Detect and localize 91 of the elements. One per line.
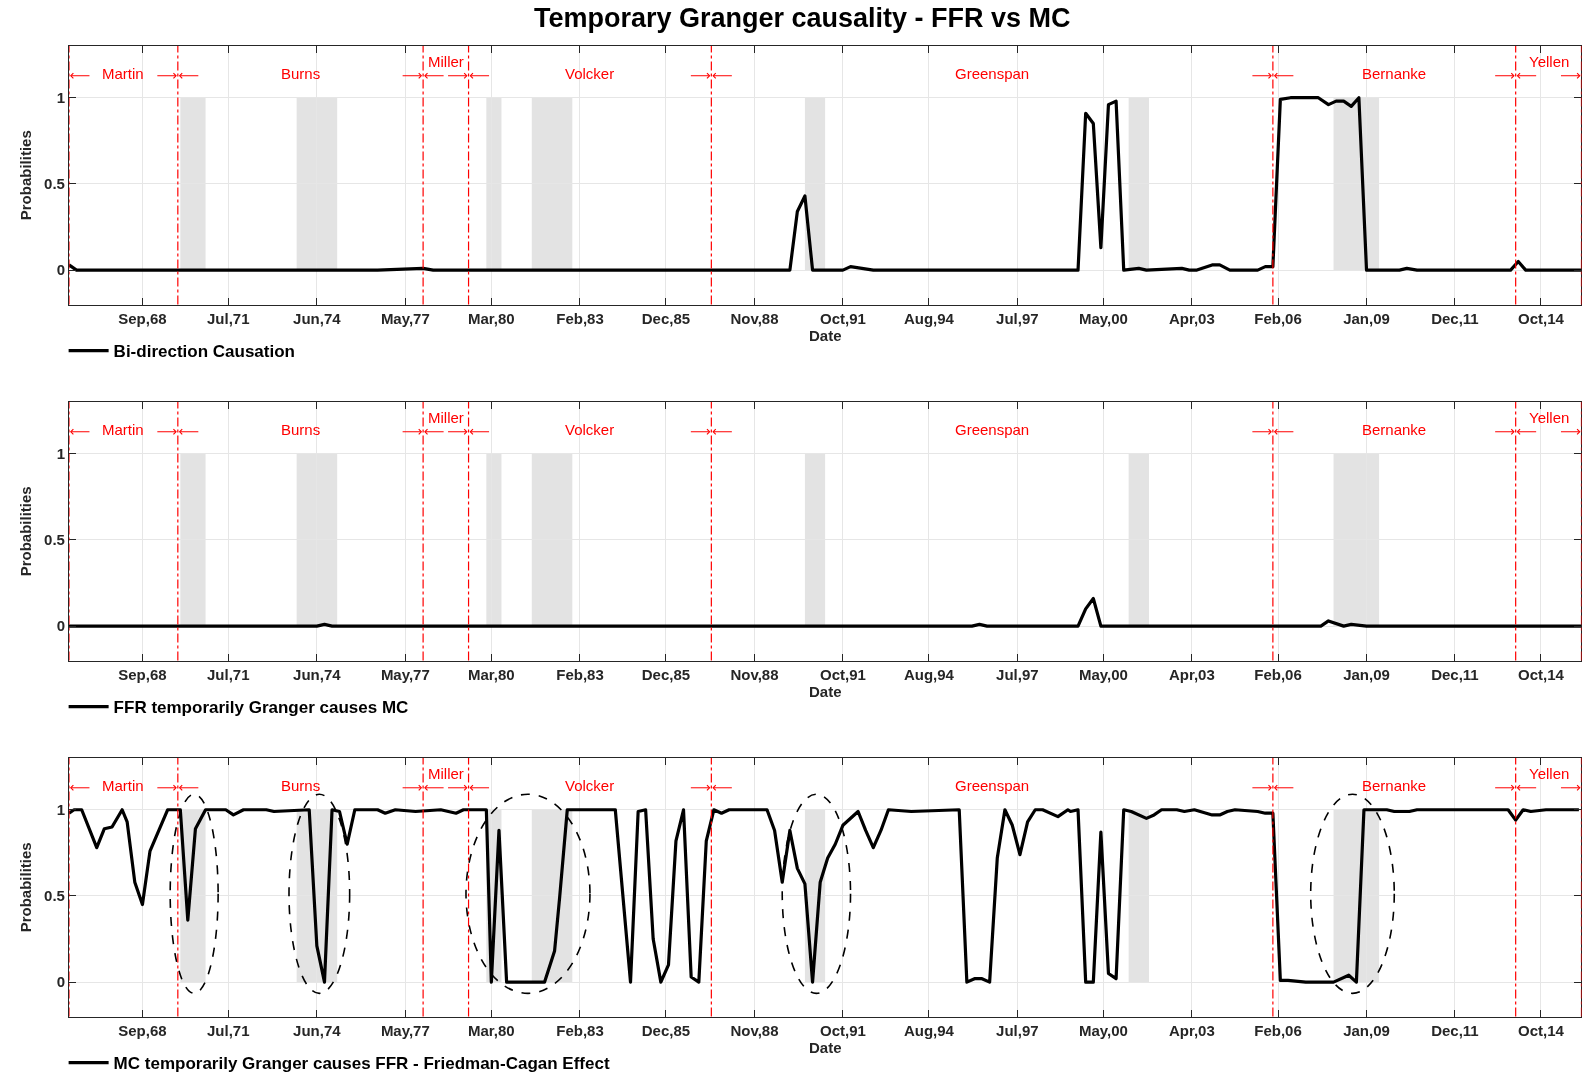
ref-line-label: Miller xyxy=(428,53,464,70)
x-tick-label: Nov,88 xyxy=(730,309,779,327)
y-tick-label: 0.5 xyxy=(44,887,65,905)
x-tick-label: Jul,97 xyxy=(996,665,1039,683)
x-tick-label: Jan,09 xyxy=(1343,1021,1390,1039)
y-tick-label: 0.5 xyxy=(44,531,65,549)
x-tick-label: Mar,80 xyxy=(467,1021,515,1039)
x-tick-label: Mar,80 xyxy=(467,309,515,327)
x-tick-label: Nov,88 xyxy=(730,1021,779,1039)
text: FFR temporarily Granger causes MC xyxy=(113,698,409,718)
x-axis-title: Date xyxy=(808,1038,842,1056)
ref-line-label: Greenspan xyxy=(955,421,1030,438)
x-axis-title: Date xyxy=(808,682,842,700)
x-tick-label: Feb,06 xyxy=(1254,309,1302,327)
x-tick-label: Dec,85 xyxy=(641,1021,691,1039)
x-tick-label: May,77 xyxy=(380,1021,430,1039)
ref-line-label: Miller xyxy=(428,409,464,426)
y-tick-label: 0.5 xyxy=(44,175,65,193)
x-tick-label: Mar,80 xyxy=(467,665,515,683)
ref-line-label: Martin xyxy=(102,777,144,794)
x-tick-label: Oct,14 xyxy=(1518,665,1565,683)
x-tick-label: May,00 xyxy=(1078,1021,1128,1039)
x-axis-title: Date xyxy=(808,326,842,344)
ref-line-label: Burns xyxy=(281,421,321,438)
x-tick-label: Feb,83 xyxy=(556,309,604,327)
x-tick-label: May,00 xyxy=(1078,665,1128,683)
ref-line-label: Volcker xyxy=(565,65,615,82)
x-tick-label: Oct,91 xyxy=(819,665,866,683)
x-tick-label: Jun,74 xyxy=(293,309,342,327)
ref-line-label: Bernanke xyxy=(1362,777,1427,794)
x-tick-label: Dec,85 xyxy=(641,665,691,683)
y-tick-label: 1 xyxy=(56,88,65,106)
x-tick-label: Apr,03 xyxy=(1168,1021,1215,1039)
x-tick-label: Dec,11 xyxy=(1431,665,1479,683)
x-tick-label: Sep,68 xyxy=(118,309,167,327)
y-tick-label: 0 xyxy=(56,973,65,991)
x-tick-label: Dec,11 xyxy=(1431,1021,1479,1039)
ref-line-label: Greenspan xyxy=(955,777,1030,794)
x-tick-label: Jan,09 xyxy=(1343,309,1390,327)
ref-line-label: Bernanke xyxy=(1362,421,1427,438)
x-tick-label: Jul,97 xyxy=(996,309,1039,327)
x-tick-label: Oct,14 xyxy=(1518,309,1565,327)
x-tick-label: Jul,97 xyxy=(996,1021,1039,1039)
ref-line-label: Martin xyxy=(102,421,144,438)
x-tick-label: Jul,71 xyxy=(206,1021,250,1039)
x-tick-label: Apr,03 xyxy=(1168,665,1215,683)
x-tick-label: Feb,83 xyxy=(556,1021,604,1039)
x-tick-label: Aug,94 xyxy=(903,309,955,327)
ref-line-label: Burns xyxy=(281,777,321,794)
ref-line-label: Volcker xyxy=(565,421,615,438)
x-tick-label: Feb,06 xyxy=(1254,665,1302,683)
x-tick-label: Jul,71 xyxy=(206,665,250,683)
y-tick-label: 1 xyxy=(56,444,65,462)
x-tick-label: Sep,68 xyxy=(118,1021,167,1039)
x-tick-label: Dec,85 xyxy=(641,309,691,327)
x-tick-label: Feb,06 xyxy=(1254,1021,1302,1039)
x-tick-label: Oct,14 xyxy=(1518,1021,1565,1039)
x-tick-label: May,77 xyxy=(380,309,430,327)
x-tick-label: Oct,91 xyxy=(819,309,866,327)
y-tick-label: 0 xyxy=(56,617,65,635)
x-tick-label: May,00 xyxy=(1078,309,1128,327)
ref-line-label: Burns xyxy=(281,65,321,82)
y-tick-label: 1 xyxy=(56,801,65,819)
x-tick-label: May,77 xyxy=(380,665,430,683)
ref-line-label: Yellen xyxy=(1529,765,1570,782)
x-tick-label: Aug,94 xyxy=(903,665,955,683)
x-tick-label: Feb,83 xyxy=(556,665,604,683)
x-tick-label: Nov,88 xyxy=(730,665,779,683)
x-tick-label: Sep,68 xyxy=(118,665,167,683)
x-tick-label: Oct,91 xyxy=(819,1021,866,1039)
x-tick-label: Apr,03 xyxy=(1168,309,1215,327)
ref-line-label: Bernanke xyxy=(1362,65,1427,82)
x-tick-label: Jun,74 xyxy=(293,665,342,683)
x-tick-label: Aug,94 xyxy=(903,1021,955,1039)
text: Bi-direction Causation xyxy=(113,342,295,362)
y-axis-title: Probabilities xyxy=(17,486,35,577)
ref-line-label: Martin xyxy=(102,65,144,82)
x-tick-label: Jul,71 xyxy=(206,309,250,327)
ref-line-label: Miller xyxy=(428,765,464,782)
ref-line-label: Yellen xyxy=(1529,53,1570,70)
y-tick-label: 0 xyxy=(56,261,65,279)
y-axis-title: Probabilities xyxy=(17,842,35,933)
x-tick-label: Dec,11 xyxy=(1431,309,1479,327)
chart-title: Temporary Granger causality - FFR vs MC xyxy=(533,2,1071,33)
ref-line-label: Volcker xyxy=(565,777,615,794)
ref-line-label: Yellen xyxy=(1529,409,1570,426)
x-tick-label: Jan,09 xyxy=(1343,665,1390,683)
x-tick-label: Jun,74 xyxy=(293,1021,342,1039)
ref-line-label: Greenspan xyxy=(955,65,1030,82)
text: MC temporarily Granger causes FFR - Friedman-Cagan Effect xyxy=(113,1054,610,1074)
y-axis-title: Probabilities xyxy=(17,130,35,221)
